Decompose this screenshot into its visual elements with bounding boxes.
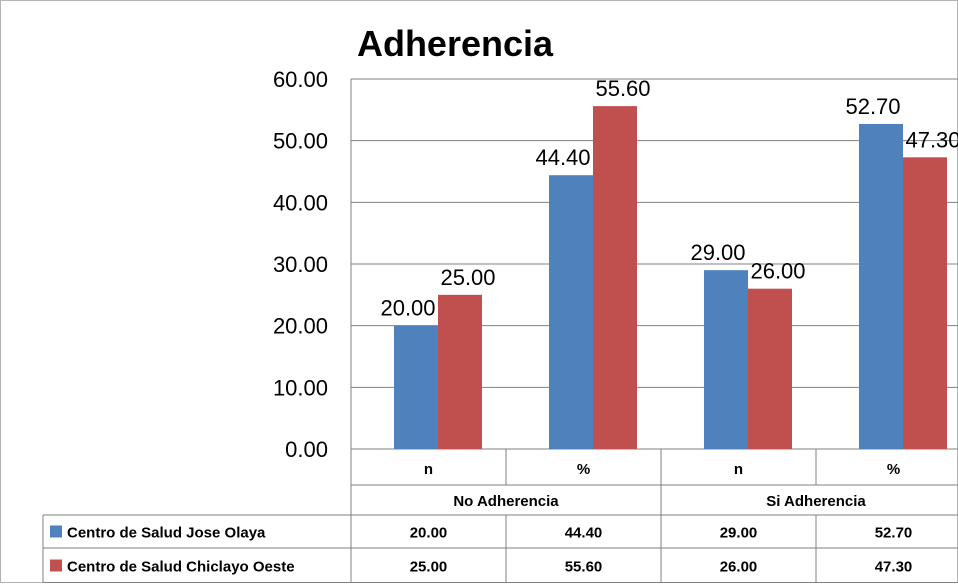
bars	[394, 106, 947, 450]
table-value: 44.40	[565, 525, 603, 542]
data-label: 44.40	[535, 145, 590, 170]
series-name: Centro de Salud Jose Olaya	[67, 525, 266, 542]
table-value: 20.00	[410, 525, 448, 542]
legend-key	[50, 525, 62, 538]
group-label: Si Adherencia	[766, 493, 866, 510]
data-label: 20.00	[380, 296, 435, 321]
bar	[748, 288, 792, 449]
data-label: 55.60	[595, 76, 650, 101]
legend-key	[50, 559, 62, 572]
bar	[593, 106, 637, 449]
table-value: 26.00	[720, 559, 758, 576]
data-label: 26.00	[750, 259, 805, 284]
table-value: 25.00	[410, 559, 448, 576]
y-tick-label: 50.00	[273, 129, 328, 154]
y-tick-label: 60.00	[273, 67, 328, 92]
data-label: 47.30	[905, 127, 958, 152]
bar	[438, 294, 482, 449]
series-name: Centro de Salud Chiclayo Oeste	[67, 559, 295, 576]
bar	[704, 270, 748, 449]
category-label: %	[887, 461, 900, 478]
category-label: n	[734, 461, 743, 478]
y-tick-label: 20.00	[273, 314, 328, 339]
y-tick-label: 40.00	[273, 190, 328, 215]
data-label: 52.70	[845, 94, 900, 119]
category-label: %	[577, 461, 590, 478]
bar	[903, 157, 947, 450]
bar	[859, 124, 903, 450]
data-label: 25.00	[440, 265, 495, 290]
category-label: n	[424, 461, 433, 478]
y-axis: 0.00 10.00 20.00 30.00 40.00 50.00 60.00	[273, 67, 352, 583]
group-label: No Adherencia	[453, 493, 559, 510]
y-tick-label: 10.00	[273, 375, 328, 400]
bar	[549, 175, 593, 449]
table-value: 55.60	[565, 559, 603, 576]
table-value: 29.00	[720, 525, 758, 542]
data-label: 29.00	[690, 240, 745, 265]
chart-title: Adherencia	[357, 23, 554, 64]
table-value: 52.70	[875, 525, 913, 542]
table-value: 47.30	[875, 559, 913, 576]
y-tick-label: 0.00	[285, 437, 328, 462]
y-tick-label: 30.00	[273, 252, 328, 277]
bar	[394, 325, 438, 449]
